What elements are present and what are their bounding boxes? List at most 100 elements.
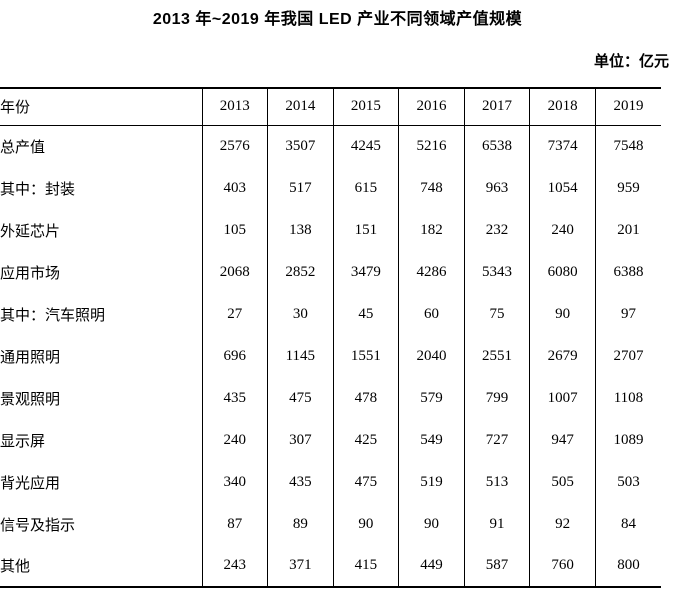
value-cell: 449 <box>398 545 465 587</box>
row-label: 总产值 <box>0 139 46 156</box>
table-row: 信号及指示 87 89 90 90 91 92 84 <box>0 503 661 545</box>
value-cell: 2040 <box>398 335 465 377</box>
value-cell: 947 <box>529 419 596 461</box>
value-cell: 5216 <box>398 125 465 167</box>
table-row: 总产值 2576 3507 4245 5216 6538 7374 7548 <box>0 125 661 167</box>
value-cell: 105 <box>201 209 268 251</box>
row-label-column-header: 年份 <box>0 100 31 117</box>
value-cell: 1007 <box>529 377 596 419</box>
value-cell: 505 <box>529 461 596 503</box>
value-cell: 307 <box>267 419 334 461</box>
value-cell: 799 <box>463 377 530 419</box>
value-cell: 27 <box>201 293 268 335</box>
value-cell: 60 <box>398 293 465 335</box>
value-cell: 240 <box>201 419 268 461</box>
year-column-header: 2013 <box>201 88 268 125</box>
value-cell: 727 <box>463 419 530 461</box>
value-cell: 615 <box>332 167 399 209</box>
value-cell: 97 <box>594 293 661 335</box>
value-cell: 503 <box>594 461 661 503</box>
value-cell: 696 <box>201 335 268 377</box>
value-cell: 1054 <box>529 167 596 209</box>
value-cell: 748 <box>398 167 465 209</box>
year-column-header: 2015 <box>332 88 399 125</box>
value-cell: 87 <box>201 503 268 545</box>
year-column-header: 2014 <box>267 88 334 125</box>
value-cell: 2679 <box>529 335 596 377</box>
value-cell: 1551 <box>332 335 399 377</box>
value-cell: 4245 <box>332 125 399 167</box>
value-cell: 340 <box>201 461 268 503</box>
row-label: 景观照明 <box>0 391 61 408</box>
value-cell: 2852 <box>267 251 334 293</box>
row-label: 外延芯片 <box>0 223 61 240</box>
year-column-header: 2018 <box>529 88 596 125</box>
header-row: 年份 2013 2014 2015 2016 2017 2018 2019 <box>0 88 661 125</box>
unit-label: 单位：亿元 <box>593 53 669 70</box>
table-row: 应用市场 2068 2852 3479 4286 5343 6080 6388 <box>0 251 661 293</box>
value-cell: 2551 <box>463 335 530 377</box>
year-column-header: 2017 <box>463 88 530 125</box>
value-cell: 519 <box>398 461 465 503</box>
value-cell: 517 <box>267 167 334 209</box>
value-cell: 1089 <box>594 419 661 461</box>
value-cell: 6388 <box>594 251 661 293</box>
table-row: 背光应用 340 435 475 519 513 505 503 <box>0 461 661 503</box>
table-title: 2013 年~2019 年我国 LED 产业不同领域产值规模 <box>152 11 523 28</box>
value-cell: 75 <box>463 293 530 335</box>
value-cell: 435 <box>267 461 334 503</box>
value-cell: 30 <box>267 293 334 335</box>
year-column-header: 2016 <box>398 88 465 125</box>
value-cell: 182 <box>398 209 465 251</box>
value-cell: 5343 <box>463 251 530 293</box>
row-label: 其中：封装 <box>0 181 76 198</box>
value-cell: 4286 <box>398 251 465 293</box>
value-cell: 403 <box>201 167 268 209</box>
value-cell: 513 <box>463 461 530 503</box>
value-cell: 587 <box>463 545 530 587</box>
value-cell: 475 <box>332 461 399 503</box>
value-cell: 6538 <box>463 125 530 167</box>
value-cell: 243 <box>201 545 268 587</box>
table-header: 年份 2013 2014 2015 2016 2017 2018 2019 <box>0 88 661 125</box>
data-table: 年份 2013 2014 2015 2016 2017 2018 2019 总产值 2576 35… <box>0 87 661 588</box>
table-row: 景观照明 435 475 478 579 799 1007 1108 <box>0 377 661 419</box>
value-cell: 45 <box>332 293 399 335</box>
table-row: 其中：封装 403 517 615 748 963 1054 959 <box>0 167 661 209</box>
value-cell: 760 <box>529 545 596 587</box>
value-cell: 240 <box>529 209 596 251</box>
table-row: 通用照明 696 1145 1551 2040 2551 2679 2707 <box>0 335 661 377</box>
row-label: 显示屏 <box>0 433 46 450</box>
value-cell: 963 <box>463 167 530 209</box>
document-page: 2013 年~2019 年我国 LED 产业不同领域产值规模 单位：亿元 年份 2… <box>0 9 675 609</box>
value-cell: 2707 <box>594 335 661 377</box>
table-row: 其中：汽车照明 27 30 45 60 75 90 97 <box>0 293 661 335</box>
row-label: 应用市场 <box>0 265 61 282</box>
value-cell: 549 <box>398 419 465 461</box>
value-cell: 92 <box>529 503 596 545</box>
value-cell: 91 <box>463 503 530 545</box>
value-cell: 90 <box>398 503 465 545</box>
table-row: 显示屏 240 307 425 549 727 947 1089 <box>0 419 661 461</box>
value-cell: 415 <box>332 545 399 587</box>
year-column-header: 2019 <box>594 88 661 125</box>
value-cell: 579 <box>398 377 465 419</box>
value-cell: 800 <box>594 545 661 587</box>
value-cell: 7548 <box>594 125 661 167</box>
value-cell: 475 <box>267 377 334 419</box>
value-cell: 151 <box>332 209 399 251</box>
value-cell: 1108 <box>594 377 661 419</box>
row-label: 其他 <box>0 559 31 575</box>
value-cell: 3507 <box>267 125 334 167</box>
value-cell: 1145 <box>267 335 334 377</box>
value-cell: 84 <box>594 503 661 545</box>
table-body: 总产值 2576 3507 4245 5216 6538 7374 7548 其中：封装 403 5… <box>0 125 661 587</box>
value-cell: 3479 <box>332 251 399 293</box>
value-cell: 2576 <box>201 125 268 167</box>
value-cell: 90 <box>529 293 596 335</box>
row-label: 信号及指示 <box>0 517 76 534</box>
row-label: 通用照明 <box>0 349 61 366</box>
value-cell: 201 <box>594 209 661 251</box>
table-row: 外延芯片 105 138 151 182 232 240 201 <box>0 209 661 251</box>
value-cell: 435 <box>201 377 268 419</box>
